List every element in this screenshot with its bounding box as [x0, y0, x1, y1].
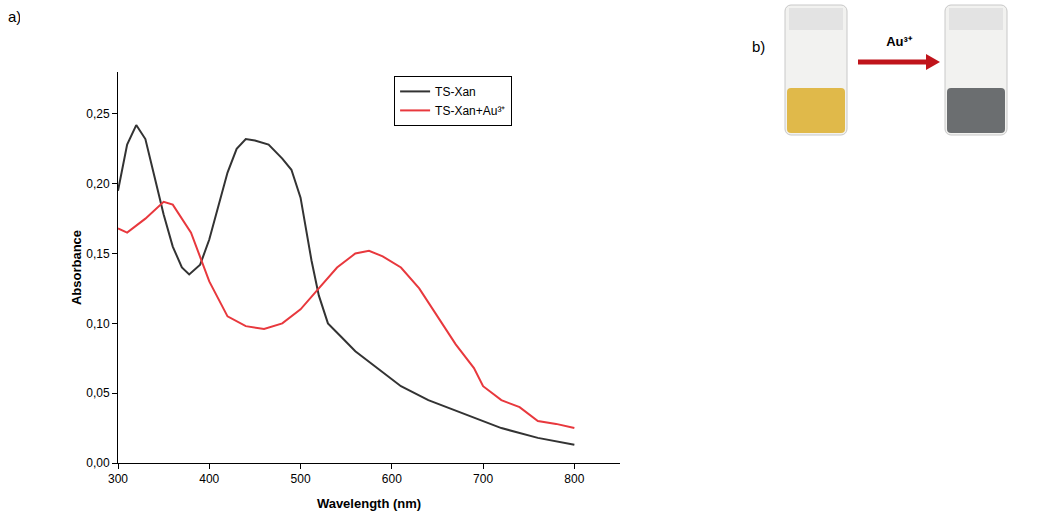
svg-text:0,10: 0,10 — [86, 317, 110, 331]
svg-text:400: 400 — [199, 472, 219, 486]
svg-text:700: 700 — [473, 472, 493, 486]
svg-text:TS-Xan: TS-Xan — [435, 85, 476, 99]
svg-text:600: 600 — [382, 472, 402, 486]
svg-text:500: 500 — [291, 472, 311, 486]
svg-text:0,20: 0,20 — [86, 177, 110, 191]
svg-text:0,15: 0,15 — [86, 247, 110, 261]
svg-text:0,25: 0,25 — [86, 107, 110, 121]
svg-text:800: 800 — [564, 472, 584, 486]
html-text:a): a) — [8, 8, 22, 25]
svg-text:0,05: 0,05 — [86, 386, 110, 400]
svg-text:Au³⁺: Au³⁺ — [886, 34, 913, 49]
svg-text:Absorbance: Absorbance — [69, 230, 84, 305]
svg-text:0,00: 0,00 — [86, 456, 110, 470]
svg-text:Wavelength (nm): Wavelength (nm) — [317, 496, 421, 511]
svg-text:300: 300 — [108, 472, 128, 486]
svg-text:TS-Xan+Au³⁺: TS-Xan+Au³⁺ — [435, 104, 505, 118]
html-text:b): b) — [752, 38, 766, 55]
